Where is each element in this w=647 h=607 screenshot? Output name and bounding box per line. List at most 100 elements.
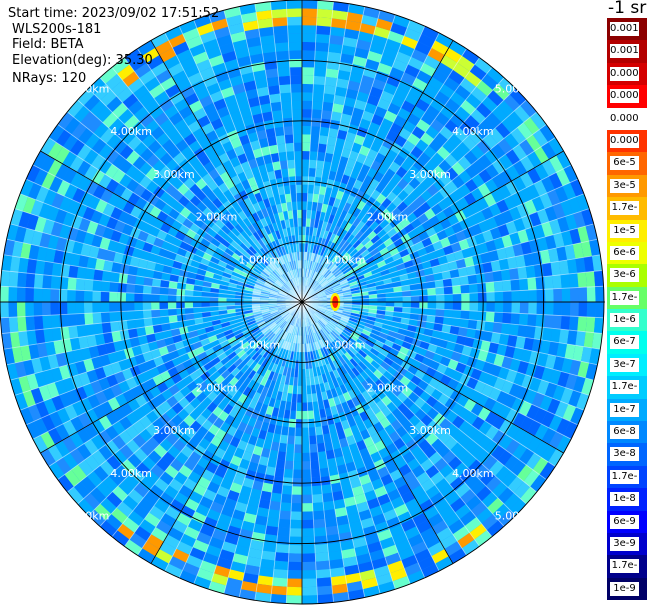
- range-gate: [119, 444, 134, 460]
- range-gate: [315, 426, 323, 436]
- range-gate: [142, 309, 152, 319]
- range-gate: [570, 287, 579, 302]
- range-gate: [67, 362, 79, 378]
- range-gate: [272, 345, 280, 355]
- range-gate: [49, 176, 63, 193]
- range-gate: [282, 312, 290, 319]
- range-gate: [472, 254, 483, 266]
- range-gate: [485, 239, 497, 253]
- colorbar-label: 3e-8: [610, 447, 639, 462]
- range-gate: [64, 117, 81, 135]
- colorbar-label: 0.00017: [610, 111, 639, 126]
- range-gate: [70, 253, 81, 267]
- range-gate: [302, 218, 307, 227]
- range-gate: [350, 528, 365, 540]
- range-gate: [256, 129, 268, 140]
- range-gate: [550, 261, 561, 276]
- range-gate: [140, 402, 153, 416]
- range-gate: [51, 395, 65, 412]
- range-gate: [204, 375, 215, 387]
- range-gate: [236, 55, 252, 67]
- range-gate: [279, 194, 287, 204]
- range-gate: [356, 553, 372, 565]
- range-gate: [528, 289, 537, 302]
- range-gate: [478, 420, 492, 436]
- range-gate: [191, 206, 203, 218]
- range-gate: [239, 485, 253, 497]
- range-gate: [98, 159, 112, 175]
- range-gate: [272, 259, 280, 269]
- range-gate: [223, 267, 233, 275]
- range-gate: [259, 324, 269, 332]
- range-gate: [448, 40, 467, 56]
- range-gate: [249, 272, 259, 280]
- range-gate: [320, 348, 326, 357]
- ray-separator: [301, 1, 334, 303]
- range-gate: [308, 427, 316, 436]
- range-gate: [25, 316, 35, 331]
- range-gate: [254, 78, 268, 89]
- range-gate: [315, 245, 321, 255]
- range-gate: [206, 191, 218, 203]
- range-gate: [468, 283, 478, 294]
- range-gate: [401, 490, 416, 504]
- range-gate: [311, 201, 318, 211]
- range-gate: [195, 414, 207, 426]
- range-gate: [411, 464, 426, 478]
- range-gate: [308, 168, 316, 177]
- range-gate: [192, 51, 209, 65]
- range-gate: [133, 218, 145, 231]
- range-gate: [541, 176, 555, 193]
- ray-separator: [270, 1, 303, 303]
- range-gate: [473, 210, 486, 224]
- range-gate: [218, 302, 227, 307]
- range-gate: [302, 192, 308, 202]
- ray-separator: [48, 301, 303, 467]
- range-gate: [514, 105, 531, 123]
- range-gate: [385, 38, 402, 52]
- range-gate: [302, 33, 316, 43]
- range-gate: [316, 25, 331, 35]
- range-gate: [469, 201, 482, 215]
- range-gate: [399, 248, 410, 258]
- elevation-label: Elevation(deg): 35.30: [12, 53, 153, 68]
- range-gate: [84, 164, 98, 181]
- range-gate: [22, 196, 36, 214]
- range-gate: [297, 377, 302, 386]
- range-gate: [509, 232, 521, 246]
- range-gate: [473, 380, 486, 394]
- range-gate: [341, 286, 351, 292]
- range-gate: [78, 254, 89, 268]
- range-gate: [340, 374, 349, 385]
- range-gate: [125, 425, 139, 440]
- range-gate: [347, 224, 357, 235]
- range-gate: [393, 371, 404, 382]
- range-gate: [172, 439, 186, 452]
- ray-separator: [301, 223, 594, 303]
- ring-label: 4.00km: [452, 467, 494, 480]
- colorbar-cell: 6e-7: [607, 331, 647, 354]
- range-gate: [331, 315, 341, 321]
- range-gate: [112, 154, 126, 169]
- range-gate: [145, 359, 157, 371]
- range-gate: [327, 251, 334, 260]
- range-gate: [320, 476, 331, 486]
- range-gate: [199, 67, 215, 80]
- range-gate: [464, 150, 478, 165]
- range-gate: [155, 40, 173, 55]
- range-gate: [247, 131, 259, 143]
- range-gate: [488, 249, 499, 262]
- range-gate: [265, 341, 273, 350]
- range-gate: [286, 0, 302, 9]
- range-gate: [226, 462, 239, 475]
- range-gate: [402, 195, 415, 207]
- range-gate: [362, 455, 374, 467]
- range-gate: [271, 286, 280, 292]
- range-gate: [534, 423, 549, 441]
- range-gate: [349, 281, 358, 287]
- range-gate: [368, 470, 381, 483]
- range-gate: [172, 334, 183, 344]
- range-gate: [241, 12, 258, 23]
- range-gate: [365, 256, 375, 265]
- range-gate: [62, 151, 77, 168]
